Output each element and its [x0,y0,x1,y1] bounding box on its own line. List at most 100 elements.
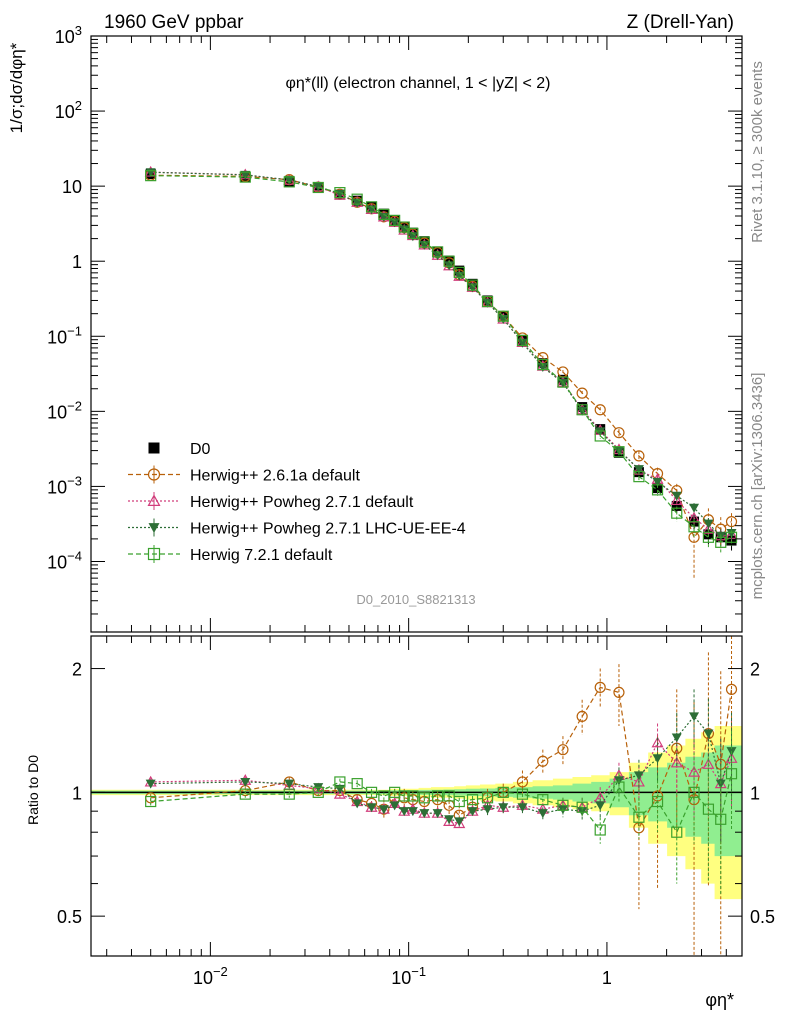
marker-h721 [432,246,444,258]
marker-powheg_ue [399,807,410,817]
marker-powheg_ue [689,712,700,722]
marker-h261 [594,681,606,693]
ratio-y-tick-label-right: 1 [750,783,760,803]
legend-label: D0 [190,441,211,458]
marker-h261 [147,468,161,481]
legend-label: Herwig++ Powheg 2.7.1 default [190,494,414,511]
marker-h721 [418,792,430,804]
marker-powheg_ue [482,298,493,308]
marker-h721 [594,430,606,442]
marker-h721 [283,176,295,188]
marker-h721 [633,471,645,483]
marker-powheg_ue [352,799,363,809]
marker-h721 [389,214,401,226]
marker-h721 [725,768,738,780]
marker-powheg_ue [595,427,606,437]
marker-D0 [148,442,160,454]
marker-h261 [516,776,529,788]
rivet-version-label: Rivet 3.1.10, ≥ 300k events [749,61,766,243]
legend-label: Herwig++ 2.6.1a default [190,468,360,485]
marker-powheg_ue [703,729,714,739]
marker-h721 [365,201,378,213]
marker-powheg_ue [389,218,400,228]
marker-h721 [239,171,251,183]
marker-powheg_ue [444,815,455,825]
marker-powheg_ue [407,232,418,242]
y-tick-label: 103 [55,23,82,47]
ratio-series-powheg_ue [145,689,737,844]
marker-h721 [651,795,664,808]
marker-D0 [652,483,663,494]
marker-h721 [351,778,363,790]
marker-h721 [334,187,346,199]
marker-powheg_ue [432,809,443,819]
marker-h721 [378,790,390,802]
x-axis-label: φη* [705,990,734,1010]
marker-h721 [688,521,700,533]
y-tick-label: 10−1 [47,323,82,347]
marker-powheg [688,765,701,777]
marker-h721 [633,811,645,823]
marker-powheg_ue [419,240,430,250]
band-stat-uncertainty [91,745,742,857]
marker-powheg_ue [148,523,160,533]
marker-powheg_ue [517,803,528,813]
marker-h721 [576,801,588,813]
marker-h721 [715,813,727,825]
marker-h721 [671,507,683,519]
marker-h721 [312,181,324,194]
band-total-uncertainty [91,726,742,900]
marker-powheg [453,817,466,829]
marker-powheg_ue [240,777,251,787]
marker-powheg_ue [482,805,493,815]
marker-powheg_ue [284,175,295,185]
marker-h721 [398,221,410,233]
marker-h721 [418,236,430,248]
marker-powheg_ue [537,809,548,819]
ratio-y-tick-label: 2 [72,660,82,680]
header-left: 1960 GeV ppbar [104,12,244,33]
marker-h721 [466,279,479,291]
marker-powheg_ue [284,779,295,789]
x-tick-label: 10−1 [391,964,426,988]
marker-powheg [333,188,346,200]
marker-h721 [557,799,569,811]
x-tick-label: 1 [602,968,612,988]
y-axis-label-bottom: Ratio to D0 [25,755,41,825]
marker-powheg_ue [467,807,478,817]
marker-h721 [537,794,549,806]
marker-h721 [497,310,509,322]
legend: D0 Herwig++ 2.6.1a default Herwig++ Powheg… [128,441,466,564]
main-series-powheg_ue [145,168,737,545]
analysis-watermark: D0_2010_S8821313 [356,592,475,607]
mcplots-label: mcplots.cern.ch [arXiv:1306.3436] [749,373,766,600]
marker-h721 [651,484,664,496]
legend-item-h261: Herwig++ 2.6.1a default [128,465,360,485]
marker-h721 [239,788,251,800]
marker-powheg_ue [715,779,726,789]
marker-powheg [443,815,456,826]
marker-h721 [613,446,625,458]
legend-label: Herwig++ Powheg 2.7.1 LHC-UE-EE-4 [190,521,466,538]
marker-powheg_ue [378,212,389,222]
marker-h721 [481,792,494,804]
marker-h721 [594,824,606,836]
marker-h721 [312,786,324,798]
marker-h261 [725,515,738,528]
ratio-series-h721 [145,730,738,896]
marker-h721 [613,781,625,793]
marker-h721 [432,790,444,802]
y-tick-label: 1 [72,252,82,272]
legend-item-D0: D0 [148,441,211,458]
axes-layer: 10−2 10−1 1 10−4 10−3 10−2 10−1 1 10 102 103 0.5 0.5… [47,23,775,988]
main-series-h721 [145,170,738,553]
marker-h721 [145,170,157,182]
legend-item-powheg: Herwig++ Powheg 2.7.1 default [128,492,414,511]
marker-h261 [557,744,569,756]
marker-powheg_ue [537,362,548,372]
marker-h261 [576,710,588,723]
marker-h261 [594,404,606,416]
y-tick-label: 102 [55,98,82,122]
marker-h721 [145,795,157,808]
